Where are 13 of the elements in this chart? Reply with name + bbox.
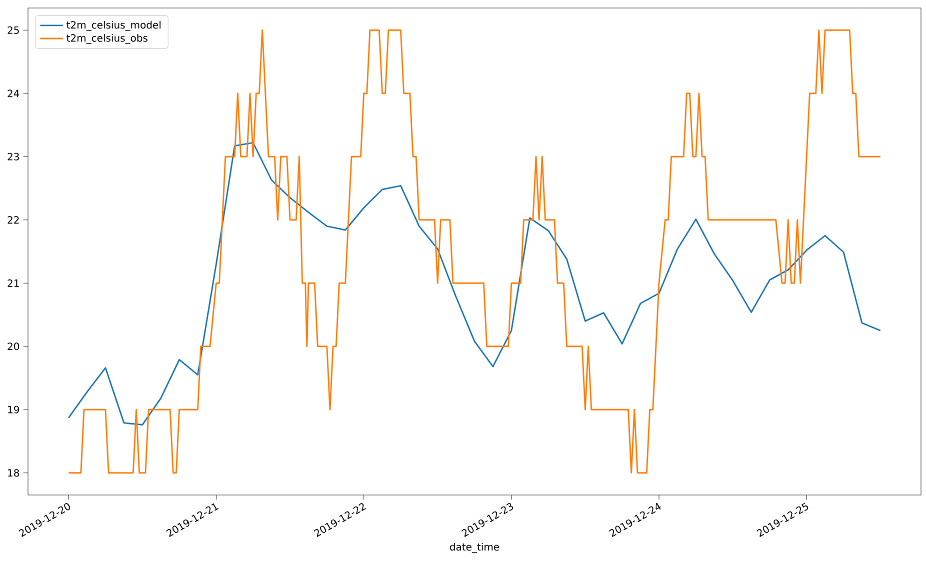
y-tick-label: 23 [8,152,19,160]
legend-label: t2m_celsius_obs [66,34,148,44]
y-tick-label: 24 [8,90,20,98]
y-tick-label: 22 [8,216,19,224]
y-tick-label: 19 [8,406,20,414]
y-tick-label: 18 [8,469,20,477]
y-tick-label: 21 [8,279,19,287]
x-axis-title: date_time [450,542,500,553]
line-series [68,142,882,426]
y-tick-label: 20 [8,342,20,350]
legend-label: t2m_celsius_model [66,20,160,31]
line-series [68,29,882,474]
y-tick-label: 25 [8,26,19,34]
